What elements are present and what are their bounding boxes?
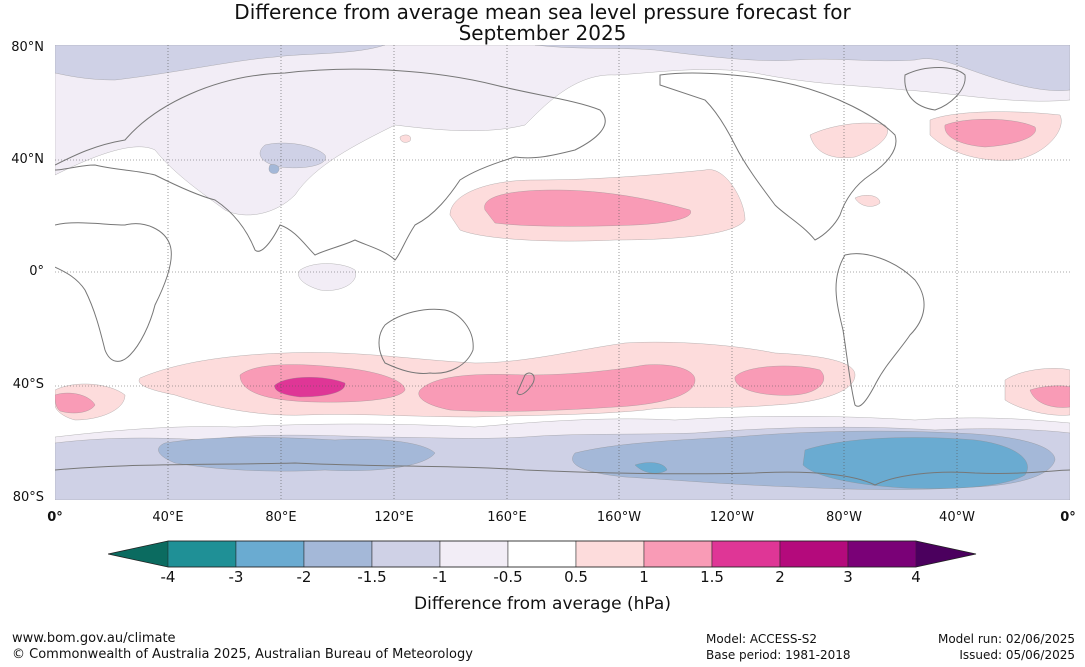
colorbar-tick-label: -4 bbox=[160, 568, 176, 586]
coastline-africa bbox=[54, 222, 172, 362]
colorbar-tick-label: -3 bbox=[228, 568, 244, 586]
graticule bbox=[55, 45, 1070, 500]
contour-fill bbox=[802, 437, 1028, 489]
contour-fill bbox=[54, 392, 96, 414]
colorbar-tick-label: 3 bbox=[843, 568, 853, 586]
lon-label-160e: 160°E bbox=[487, 510, 527, 525]
colorbar-extend-high bbox=[916, 541, 976, 567]
colorbar-outline bbox=[107, 540, 977, 568]
contour-fill bbox=[854, 195, 881, 207]
colorbar-tick-label: 2 bbox=[775, 568, 785, 586]
footer-url[interactable]: www.bom.gov.au/climate bbox=[12, 631, 176, 646]
colorbar-tick-label: -1 bbox=[432, 568, 448, 586]
contour-fill bbox=[54, 44, 386, 81]
contour-fill bbox=[399, 134, 411, 143]
colorbar-swatch bbox=[371, 540, 441, 568]
colorbar-tick-label: 4 bbox=[911, 568, 921, 586]
coastline-europe-asia bbox=[54, 68, 606, 261]
colorbar-swatch bbox=[779, 540, 849, 568]
contour-fill bbox=[268, 164, 280, 174]
map-svg bbox=[54, 44, 1071, 501]
lon-label-80e: 80°E bbox=[265, 510, 297, 525]
pressure-anomaly-map bbox=[54, 44, 1071, 501]
colorbar-swatch bbox=[235, 540, 305, 568]
contour-fill bbox=[158, 437, 436, 472]
lat-label-80s: 80°S bbox=[12, 490, 44, 505]
lon-label-40w: 40°W bbox=[939, 510, 975, 525]
lon-label-120e: 120°E bbox=[374, 510, 414, 525]
colorbar-tick-label: 0.5 bbox=[564, 568, 588, 586]
map-title-line-1: Difference from average mean sea level p… bbox=[234, 0, 851, 24]
coastline-south-america bbox=[835, 253, 925, 407]
lat-label-40n: 40°N bbox=[11, 152, 44, 167]
southern-positive-belt bbox=[54, 341, 1071, 421]
lon-label-120w: 120°W bbox=[709, 510, 755, 525]
colorbar-swatch bbox=[711, 540, 781, 568]
coastline-greenland bbox=[904, 67, 966, 111]
footer-base-period: Base period: 1981-2018 bbox=[706, 648, 851, 662]
coastline-australia bbox=[378, 308, 474, 374]
contour-fill bbox=[534, 44, 1071, 91]
contour-fill bbox=[259, 142, 326, 168]
contour-fill bbox=[274, 377, 346, 398]
colorbar-legend bbox=[107, 540, 978, 568]
antarctic-negative-belt bbox=[54, 416, 1071, 501]
colorbar-swatch bbox=[643, 540, 713, 568]
contour-fill bbox=[944, 119, 1036, 148]
lat-label-80n: 80°N bbox=[11, 40, 44, 55]
lon-label-0-right: 0° bbox=[1060, 510, 1076, 525]
colorbar-swatch bbox=[507, 540, 577, 568]
contour-fill bbox=[634, 462, 668, 474]
map-title-line-2: September 2025 bbox=[458, 21, 627, 45]
contour-fill bbox=[484, 189, 691, 227]
lon-label-40e: 40°E bbox=[152, 510, 184, 525]
colorbar-tick-label: 1.5 bbox=[700, 568, 724, 586]
coastline-north-america bbox=[659, 72, 897, 241]
lat-label-40s: 40°S bbox=[12, 377, 44, 392]
lon-label-160w: 160°W bbox=[596, 510, 642, 525]
colorbar-svg bbox=[107, 540, 977, 568]
north-atlantic-positive-anomaly bbox=[399, 111, 1062, 207]
coastline-antarctica bbox=[54, 462, 1071, 486]
lon-label-0-left: 0° bbox=[47, 510, 63, 525]
colorbar-swatch bbox=[575, 540, 645, 568]
contour-fill bbox=[298, 263, 356, 291]
contour-fill bbox=[54, 44, 1071, 216]
arctic-negative-anomalies bbox=[54, 44, 1071, 216]
colorbar-swatch bbox=[847, 540, 917, 568]
coastline-new-zealand bbox=[516, 372, 535, 396]
colorbar-tick-label: 1 bbox=[639, 568, 649, 586]
contour-fill bbox=[809, 122, 888, 158]
lon-label-80w: 80°W bbox=[826, 510, 862, 525]
colorbar-title: Difference from average (hPa) bbox=[414, 594, 671, 614]
colorbar-swatch bbox=[167, 540, 237, 568]
north-pacific-positive-anomaly bbox=[449, 169, 746, 242]
footer-copyright: © Commonwealth of Australia 2025, Austra… bbox=[12, 647, 473, 662]
footer-issued: Issued: 05/06/2025 bbox=[959, 648, 1075, 662]
colorbar-tick-label: -0.5 bbox=[493, 568, 523, 586]
footer-model: Model: ACCESS-S2 bbox=[706, 632, 818, 646]
contour-fill bbox=[734, 365, 824, 396]
colorbar-swatch bbox=[303, 540, 373, 568]
colorbar-swatch bbox=[439, 540, 509, 568]
coastlines bbox=[54, 67, 1071, 486]
colorbar-extend-low bbox=[108, 541, 168, 567]
indian-ocean-negative-anomaly bbox=[298, 263, 356, 291]
colorbar-tick-label: -1.5 bbox=[357, 568, 387, 586]
colorbar-tick-label: -2 bbox=[296, 568, 312, 586]
lat-label-equator: 0° bbox=[29, 264, 44, 279]
footer-model-run: Model run: 02/06/2025 bbox=[937, 632, 1075, 646]
